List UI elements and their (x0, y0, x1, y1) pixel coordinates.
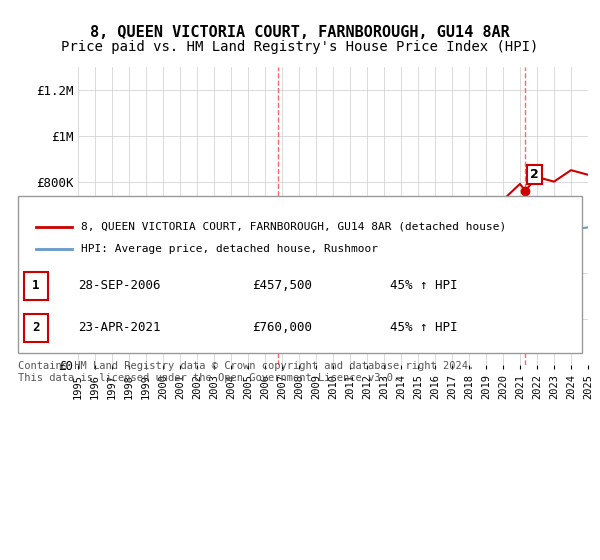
Text: £760,000: £760,000 (252, 321, 312, 334)
Text: 2: 2 (32, 321, 40, 334)
Text: 1: 1 (283, 237, 292, 250)
Text: HPI: Average price, detached house, Rushmoor: HPI: Average price, detached house, Rush… (81, 244, 378, 254)
Text: 8, QUEEN VICTORIA COURT, FARNBOROUGH, GU14 8AR: 8, QUEEN VICTORIA COURT, FARNBOROUGH, GU… (90, 25, 510, 40)
Text: £457,500: £457,500 (252, 279, 312, 292)
Text: Contains HM Land Registry data © Crown copyright and database right 2024.
This d: Contains HM Land Registry data © Crown c… (18, 361, 474, 383)
Text: 45% ↑ HPI: 45% ↑ HPI (390, 279, 458, 292)
Text: 1: 1 (32, 279, 40, 292)
Text: Price paid vs. HM Land Registry's House Price Index (HPI): Price paid vs. HM Land Registry's House … (61, 40, 539, 54)
Text: 28-SEP-2006: 28-SEP-2006 (78, 279, 161, 292)
Text: 2: 2 (530, 168, 539, 181)
Text: 8, QUEEN VICTORIA COURT, FARNBOROUGH, GU14 8AR (detached house): 8, QUEEN VICTORIA COURT, FARNBOROUGH, GU… (81, 222, 506, 232)
Text: 45% ↑ HPI: 45% ↑ HPI (390, 321, 458, 334)
Text: 23-APR-2021: 23-APR-2021 (78, 321, 161, 334)
